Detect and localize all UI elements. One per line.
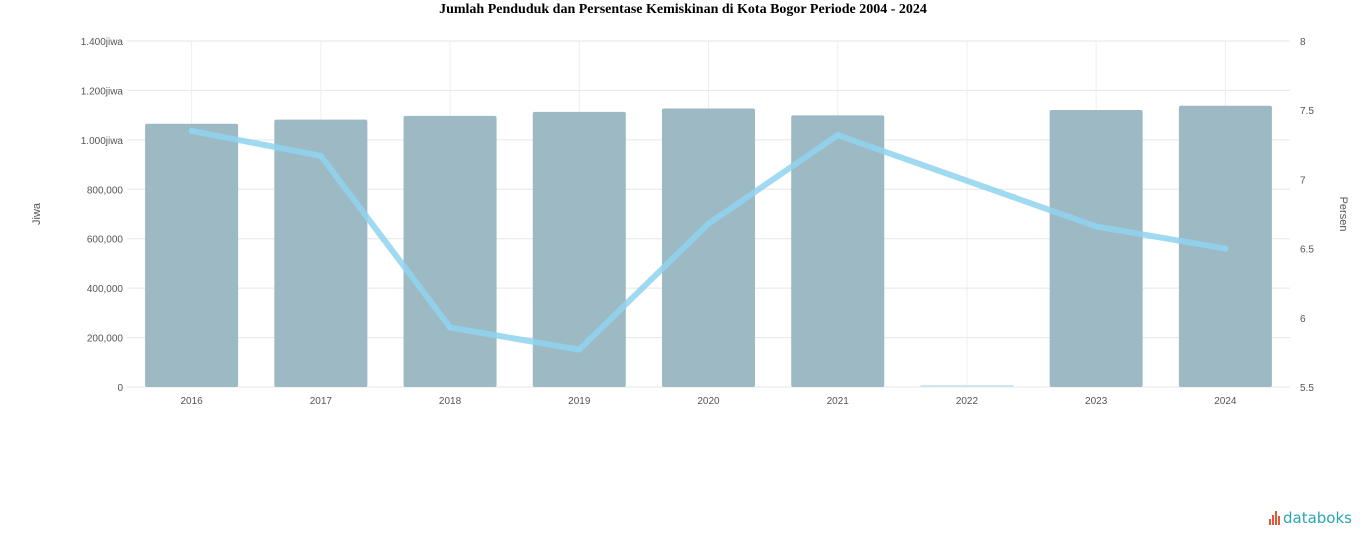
y-tick-label: 0: [117, 383, 123, 394]
y2-tick-label: 7.5: [1300, 106, 1314, 117]
line-point: [834, 132, 841, 139]
y-axis-right: 5.5 6 6.5 7 7.5 8: [1300, 37, 1314, 394]
x-tick-label: 2019: [568, 396, 591, 407]
y2-axis-title: Persen: [1337, 197, 1349, 232]
line-point: [576, 346, 583, 353]
line-point: [188, 127, 195, 134]
bar: [145, 123, 239, 388]
line-point: [1222, 245, 1229, 252]
line-point: [1093, 223, 1100, 230]
y-tick-label: 1.200jiwa: [81, 86, 124, 97]
databoks-logo: databoks: [1269, 509, 1352, 527]
bar: [403, 115, 497, 388]
x-tick-label: 2020: [697, 396, 720, 407]
y2-tick-label: 8: [1300, 37, 1306, 48]
bar-series: [145, 105, 1272, 388]
y-tick-label: 1.400jiwa: [81, 37, 124, 48]
x-tick-label: 2018: [439, 396, 462, 407]
bar: [791, 115, 885, 387]
line-point: [447, 324, 454, 331]
bar: [1049, 109, 1143, 388]
x-axis: 2016 2017 2018 2019 2020 2021 2022 2023 2024: [180, 396, 1236, 407]
y2-tick-label: 5.5: [1300, 383, 1314, 394]
bar: [661, 108, 756, 387]
y2-tick-label: 6.5: [1300, 245, 1314, 256]
y-tick-label: 600,000: [87, 235, 124, 246]
bar: [532, 111, 626, 388]
y-axis-title: Jiwa: [31, 202, 43, 225]
line-point: [705, 220, 712, 227]
chart-title: Jumlah Penduduk dan Persentase Kemiskina…: [439, 2, 927, 17]
y2-tick-label: 6: [1300, 314, 1306, 325]
brand-name: databoks: [1283, 509, 1352, 527]
line-series: [188, 127, 1229, 353]
databoks-logo-icon: [1269, 511, 1280, 525]
x-tick-label: 2017: [310, 396, 333, 407]
bar-empty: [920, 385, 1014, 387]
y-tick-label: 1.000jiwa: [81, 136, 124, 147]
x-tick-label: 2021: [827, 396, 850, 407]
x-tick-label: 2024: [1214, 396, 1237, 407]
line-point: [317, 152, 324, 159]
y-tick-label: 200,000: [87, 334, 124, 345]
y-axis-left: 0 200,000 400,000 600,000 800,000 1.000jiwa 1.…: [81, 37, 124, 394]
x-tick-label: 2023: [1085, 396, 1108, 407]
line-path: [188, 127, 1229, 353]
y-tick-label: 800,000: [87, 185, 124, 196]
y2-tick-label: 7: [1300, 175, 1306, 186]
x-tick-label: 2016: [180, 396, 203, 407]
x-tick-label: 2022: [956, 396, 979, 407]
y-tick-label: 400,000: [87, 284, 124, 295]
